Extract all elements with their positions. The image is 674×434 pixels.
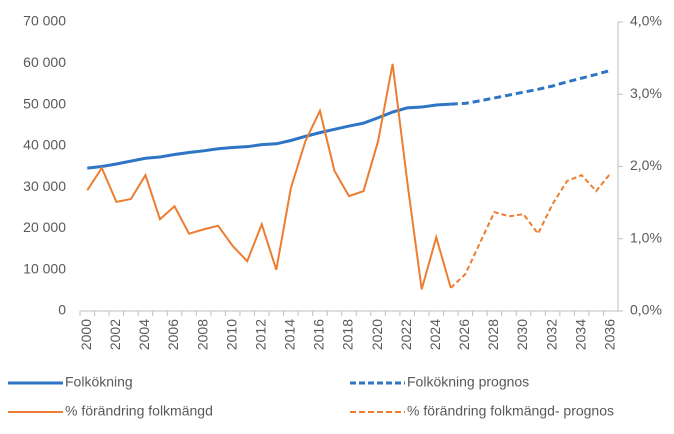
y-tick-label: 20 000 (23, 219, 66, 235)
x-tick-label: 2014 (282, 319, 298, 350)
x-tick-label: 2018 (340, 319, 356, 350)
x-tick-label: 2000 (78, 319, 94, 350)
x-tick-label: 2026 (456, 319, 472, 350)
y2-tick-label: 4,0% (630, 13, 662, 29)
x-tick-label: 2032 (543, 319, 559, 350)
x-tick-label: 2012 (252, 319, 268, 350)
line-series (450, 172, 612, 289)
y-tick-label: 30 000 (23, 178, 66, 194)
y-tick-label: 40 000 (23, 137, 66, 153)
x-tick-label: 2028 (485, 319, 501, 350)
x-tick-label: 2016 (311, 319, 327, 350)
x-tick-label: 2008 (194, 319, 210, 350)
x-tick-label: 2002 (107, 319, 123, 350)
y-tick-label: 60 000 (23, 54, 66, 70)
legend-label: % förändring folkmängd- prognos (407, 403, 614, 419)
y-tick-label: 50 000 (23, 95, 66, 111)
x-tick-label: 2022 (398, 319, 414, 350)
x-tick-label: 2020 (369, 319, 385, 350)
x-tick-label: 2030 (514, 319, 530, 350)
y-tick-label: 70 000 (23, 13, 66, 29)
line-series (86, 63, 452, 290)
x-tick-label: 2024 (427, 319, 443, 350)
legend-label: Folkökning (65, 374, 133, 390)
line-series (87, 102, 451, 170)
y2-tick-label: 1,0% (630, 229, 662, 245)
legend-label: Folkökning prognos (407, 374, 529, 390)
y-tick-label: 10 000 (23, 260, 66, 276)
y2-tick-label: 0,0% (630, 302, 662, 318)
y-tick-label: 0 (58, 302, 66, 318)
line-series (450, 68, 612, 106)
y2-tick-label: 2,0% (630, 157, 662, 173)
x-tick-label: 2036 (601, 319, 617, 350)
y2-tick-label: 3,0% (630, 85, 662, 101)
x-tick-label: 2004 (136, 319, 152, 350)
x-tick-label: 2006 (165, 319, 181, 350)
legend-label: % förändring folkmängd (65, 403, 213, 419)
x-tick-label: 2010 (223, 319, 239, 350)
x-tick-label: 2034 (572, 319, 588, 350)
